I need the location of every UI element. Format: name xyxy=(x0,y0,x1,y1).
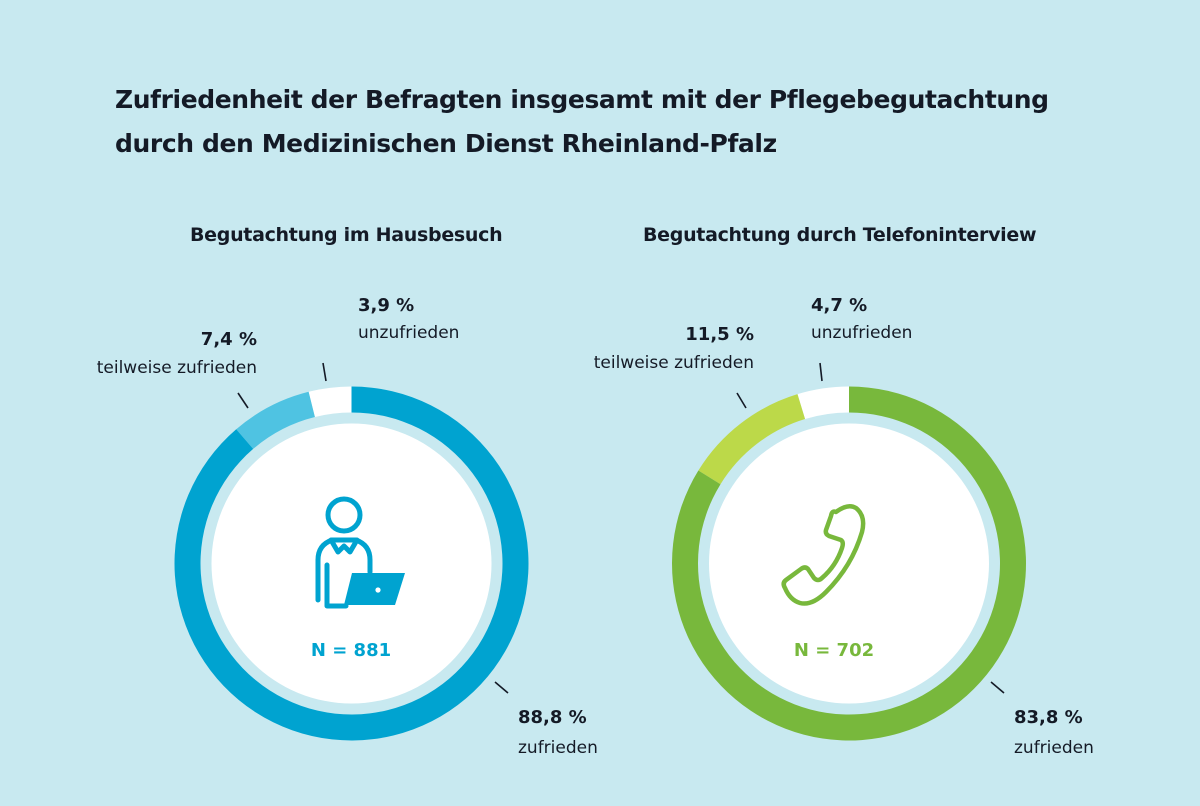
value-label-teilweise: 7,4 % xyxy=(201,329,257,350)
value-label-unzufrieden: 3,9 % xyxy=(358,295,414,316)
text-label-teilweise: teilweise zufrieden xyxy=(594,353,754,373)
text-label-teilweise: teilweise zufrieden xyxy=(97,358,257,378)
subtitle-telefoninterview: Begutachtung durch Telefoninterview xyxy=(643,224,1037,246)
donut-slice-unzufrieden xyxy=(797,386,849,420)
subtitle-hausbesuch: Begutachtung im Hausbesuch xyxy=(190,224,503,246)
text-label-unzufrieden: unzufrieden xyxy=(811,323,912,343)
chart-title-line-1: Zufriedenheit der Befragten insgesamt mi… xyxy=(115,85,1049,114)
text-label-zufrieden: zufrieden xyxy=(518,738,598,758)
value-label-teilweise: 11,5 % xyxy=(685,324,754,345)
text-label-zufrieden: zufrieden xyxy=(1014,738,1094,758)
laptop-icon xyxy=(344,573,405,605)
leader-line-teilweise xyxy=(237,392,249,409)
donut-telefoninterview: N = 702 4,7 % unzufrieden 11,5 % teilwei… xyxy=(594,295,1094,758)
text-label-unzufrieden: unzufrieden xyxy=(358,323,459,343)
telephone-handset-icon xyxy=(781,503,866,606)
value-label-unzufrieden: 4,7 % xyxy=(811,295,867,316)
leader-line-unzufrieden xyxy=(322,362,327,382)
chart-title: Zufriedenheit der Befragten insgesamt mi… xyxy=(115,78,1049,166)
laptop-dot xyxy=(375,587,381,593)
n-label-hausbesuch: N = 881 xyxy=(311,640,391,661)
leader-line-zufrieden xyxy=(990,681,1005,694)
value-label-zufrieden: 83,8 % xyxy=(1014,707,1083,728)
person-with-laptop-icon xyxy=(315,496,373,609)
donut-slice-unzufrieden xyxy=(308,386,352,418)
leader-line-zufrieden xyxy=(494,681,509,694)
chart-title-line-2: durch den Medizinischen Dienst Rheinland… xyxy=(115,129,777,158)
donut-center-hausbesuch xyxy=(211,423,492,704)
leader-line-teilweise xyxy=(736,392,747,409)
n-label-telefoninterview: N = 702 xyxy=(794,640,874,661)
donut-hausbesuch: N = 881 3,9 % unzufrieden 7,4 % teilweis… xyxy=(97,295,598,758)
leader-line-unzufrieden xyxy=(819,362,823,382)
donut-slice-teilweise xyxy=(236,391,315,449)
value-label-zufrieden: 88,8 % xyxy=(518,707,587,728)
donut-slice-teilweise xyxy=(698,394,806,485)
